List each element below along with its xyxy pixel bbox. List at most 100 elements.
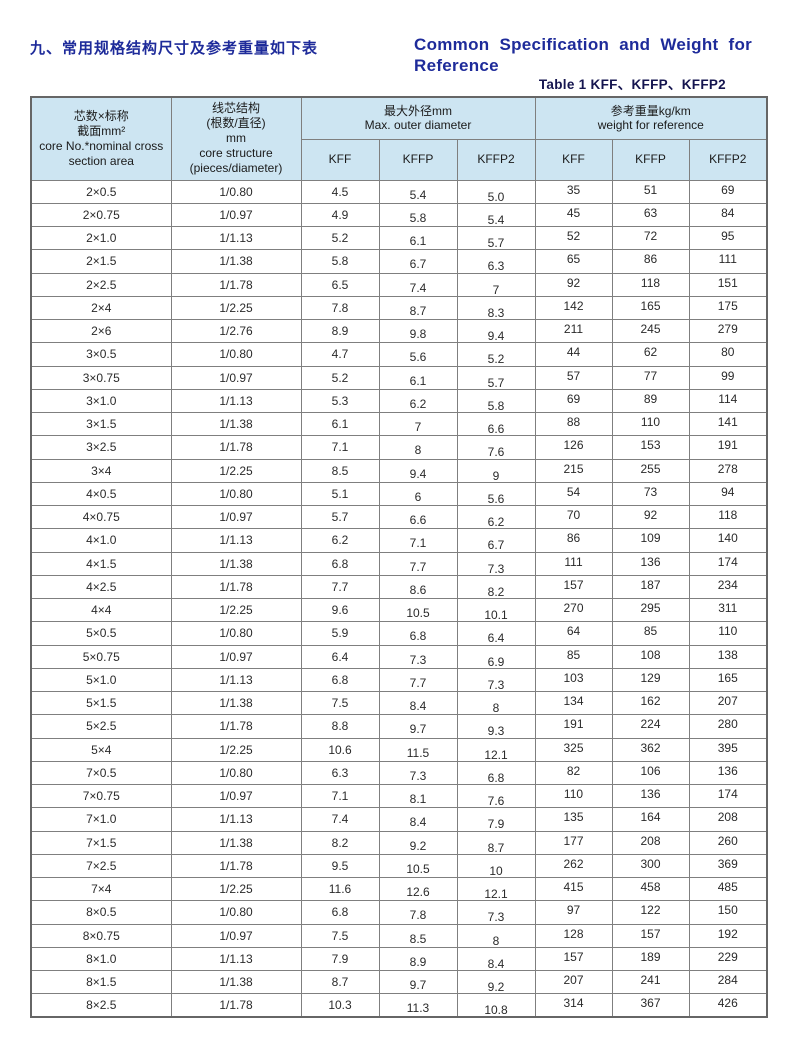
kffp2-diameter-cell: 10.1	[456, 597, 536, 623]
kffp-diameter-cell: 6	[378, 481, 458, 507]
page-title-zh: 九、常用规格结构尺寸及参考重量如下表	[30, 40, 319, 57]
kffp-weight-cell: 136	[611, 551, 690, 576]
core-count-cell: 4×4	[30, 597, 172, 623]
kffp-weight-cell: 162	[611, 690, 690, 716]
kff-diameter-cell: 10.3	[300, 993, 380, 1018]
kff-weight-cell: 262	[534, 853, 613, 879]
structure-cell: 1/0.97	[170, 644, 302, 669]
structure-cell: 1/1.13	[170, 388, 302, 414]
kffp2-weight-cell: 165	[688, 667, 768, 693]
kff-weight-cell: 325	[534, 737, 613, 762]
table-row: 7×1.0 1/1.13 7.4 8.4 7.9 135 164 208	[30, 807, 768, 832]
kffp-diameter-cell: 5.8	[378, 202, 458, 228]
kffp-diameter-cell: 6.1	[378, 365, 458, 390]
kff-weight-cell: 207	[534, 969, 613, 995]
core-count-cell: 8×0.5	[30, 900, 172, 925]
core-count-cell: 5×4	[30, 737, 172, 762]
kff-weight-cell: 54	[534, 481, 613, 507]
kff-weight-cell: 88	[534, 411, 613, 437]
kffp2-diameter-cell: 6.6	[456, 411, 536, 437]
kff-weight-cell: 128	[534, 923, 613, 948]
kff-weight-cell: 135	[534, 807, 613, 832]
kffp-diameter-cell: 7.3	[378, 644, 458, 669]
table-row: 5×1.0 1/1.13 6.8 7.7 7.3 103 129 165	[30, 667, 768, 693]
table-row: 3×1.5 1/1.38 6.1 7 6.6 88 110 141	[30, 411, 768, 437]
core-count-cell: 4×1.5	[30, 551, 172, 576]
kff-weight-cell: 177	[534, 830, 613, 855]
table-row: 4×1.0 1/1.13 6.2 7.1 6.7 86 109 140	[30, 528, 768, 553]
core-count-cell: 2×2.5	[30, 272, 172, 297]
kffp-diameter-cell: 7.3	[378, 760, 458, 786]
kffp2-diameter-cell: 8.4	[456, 946, 536, 972]
kffp-weight-cell: 77	[611, 365, 690, 390]
kffp2-diameter-cell: 7.9	[456, 807, 536, 832]
kff-diameter-cell: 5.9	[300, 621, 380, 646]
kffp2-weight-cell: 136	[688, 760, 768, 786]
kff-diameter-cell: 11.6	[300, 876, 380, 902]
core-count-cell: 2×4	[30, 295, 172, 321]
table-row: 7×1.5 1/1.38 8.2 9.2 8.7 177 208 260	[30, 830, 768, 855]
structure-cell: 1/2.25	[170, 737, 302, 762]
kffp2-diameter-cell: 10.8	[456, 993, 536, 1018]
kff-diameter-cell: 8.8	[300, 714, 380, 739]
kffp2-diameter-cell: 9	[456, 458, 536, 483]
kffp2-diameter-cell: 6.8	[456, 760, 536, 786]
table-row: 4×4 1/2.25 9.6 10.5 10.1 270 295 311	[30, 597, 768, 623]
kffp-diameter-cell: 8.5	[378, 923, 458, 948]
table-row: 5×1.5 1/1.38 7.5 8.4 8 134 162 207	[30, 690, 768, 716]
core-count-cell: 2×1.0	[30, 225, 172, 251]
kffp-weight-cell: 164	[611, 807, 690, 832]
kff-weight-cell: 157	[534, 946, 613, 972]
kffp2-diameter-cell: 6.7	[456, 528, 536, 553]
table-row: 7×0.5 1/0.80 6.3 7.3 6.8 82 106 136	[30, 760, 768, 786]
kff-weight-cell: 45	[534, 202, 613, 228]
kffp-diameter-cell: 6.8	[378, 621, 458, 646]
kff-weight-cell: 111	[534, 551, 613, 576]
structure-cell: 1/0.97	[170, 365, 302, 390]
core-count-cell: 3×4	[30, 458, 172, 483]
kff-diameter-cell: 7.7	[300, 574, 380, 600]
kff-weight-cell: 191	[534, 714, 613, 739]
kffp2-weight-cell: 118	[688, 504, 768, 530]
structure-cell: 1/0.80	[170, 179, 302, 204]
kffp2-weight-cell: 395	[688, 737, 768, 762]
kff-weight-cell: 314	[534, 993, 613, 1018]
structure-cell: 1/1.38	[170, 551, 302, 576]
kffp2-weight-cell: 208	[688, 807, 768, 832]
core-count-cell: 4×1.0	[30, 528, 172, 553]
table-row: 5×0.5 1/0.80 5.9 6.8 6.4 64 85 110	[30, 621, 768, 646]
kffp-diameter-cell: 9.8	[378, 318, 458, 344]
kff-diameter-cell: 7.1	[300, 783, 380, 809]
kff-diameter-cell: 10.6	[300, 737, 380, 762]
kffp-weight-cell: 86	[611, 249, 690, 274]
structure-cell: 1/0.97	[170, 504, 302, 530]
table-body: 2×0.5 1/0.80 4.5 5.4 5.0 35 51 69 2×0.75 1/0.97 4.…	[30, 179, 768, 1018]
kff-diameter-cell: 5.8	[300, 249, 380, 274]
kff-weight-cell: 134	[534, 690, 613, 716]
kffp2-weight-cell: 485	[688, 876, 768, 902]
kffp-weight-cell: 224	[611, 714, 690, 739]
kffp2-diameter-cell: 7.3	[456, 667, 536, 693]
header-weight-kffp2: KFFP2	[688, 138, 768, 181]
table-head: 芯数×标称 截面mm² core No.*nominal cross secti…	[30, 96, 768, 181]
kffp-diameter-cell: 8.1	[378, 783, 458, 809]
table-row: 8×0.75 1/0.97 7.5 8.5 8 128 157 192	[30, 923, 768, 948]
structure-cell: 1/0.80	[170, 760, 302, 786]
kffp-diameter-cell: 12.6	[378, 876, 458, 902]
kffp-weight-cell: 241	[611, 969, 690, 995]
kff-diameter-cell: 7.1	[300, 435, 380, 460]
structure-cell: 1/0.80	[170, 342, 302, 367]
header-group-weight-reference: 参考重量kg/km weight for reference	[534, 96, 768, 140]
kff-diameter-cell: 8.7	[300, 969, 380, 995]
core-count-cell: 5×0.75	[30, 644, 172, 669]
kffp2-diameter-cell: 7.3	[456, 900, 536, 925]
kffp-weight-cell: 110	[611, 411, 690, 437]
kffp-diameter-cell: 8	[378, 435, 458, 460]
kff-diameter-cell: 9.6	[300, 597, 380, 623]
core-count-cell: 8×1.0	[30, 946, 172, 972]
kff-diameter-cell: 5.2	[300, 365, 380, 390]
kffp-diameter-cell: 9.2	[378, 830, 458, 855]
structure-cell: 1/1.78	[170, 993, 302, 1018]
kffp2-diameter-cell: 5.7	[456, 225, 536, 251]
core-count-cell: 8×2.5	[30, 993, 172, 1018]
